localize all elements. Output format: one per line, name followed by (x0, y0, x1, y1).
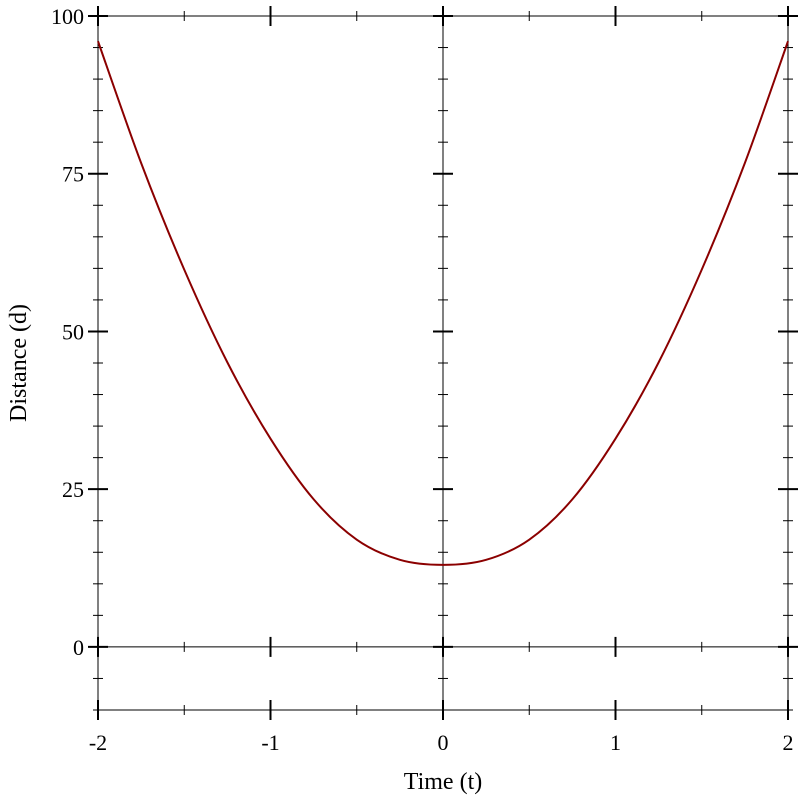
y-tick-label: 75 (62, 162, 84, 187)
x-tick-label: -2 (89, 730, 107, 755)
x-axis-title: Time (t) (404, 769, 482, 795)
y-axis-title: Distance (d) (6, 304, 32, 422)
x-tick-label: 2 (783, 730, 794, 755)
series-line (97, 40, 789, 566)
x-tick-label: 0 (438, 730, 449, 755)
y-tick-label: 25 (62, 477, 84, 502)
y-tick-label: 50 (62, 319, 84, 344)
y-tick-label: 0 (73, 635, 84, 660)
x-tick-labels: -2 -1 0 1 2 (89, 730, 794, 755)
x-tick-label: -1 (261, 730, 279, 755)
y-tick-label: 100 (51, 4, 84, 29)
x-tick-label: 1 (610, 730, 621, 755)
y-tick-labels: 0 25 50 75 100 (51, 4, 84, 660)
series-layer (97, 40, 789, 566)
